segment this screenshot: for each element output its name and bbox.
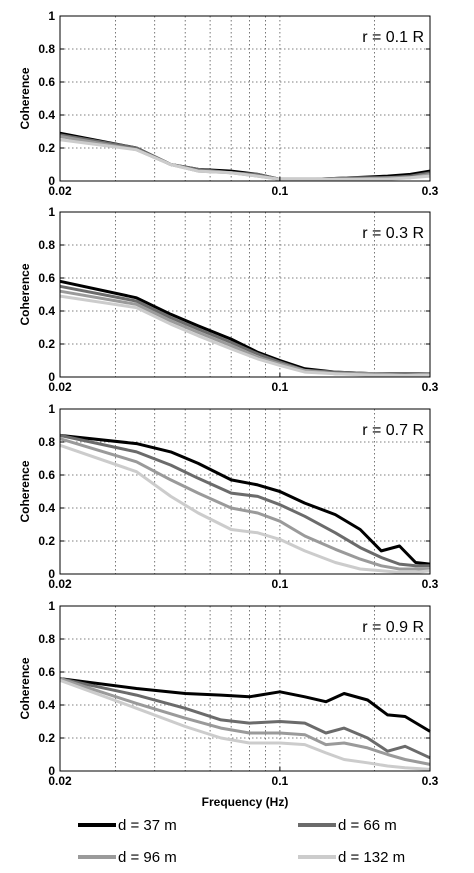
y-tick-label: 0.4 bbox=[38, 698, 55, 712]
y-axis-label: Coherence bbox=[18, 67, 32, 129]
panel-annotation: r = 0.9 R bbox=[362, 619, 424, 636]
series-line-4 bbox=[59, 678, 431, 771]
grid bbox=[60, 16, 430, 181]
series-line-3 bbox=[59, 677, 431, 766]
y-tick-label: 1 bbox=[48, 9, 55, 23]
y-tick-label: 0.8 bbox=[38, 238, 55, 252]
x-tick-label: 0.1 bbox=[272, 380, 289, 394]
series-line-2 bbox=[59, 433, 430, 568]
plot-frame bbox=[59, 15, 431, 182]
plot-frame bbox=[59, 408, 431, 575]
legend-label: d = 132 m bbox=[338, 849, 405, 866]
y-tick-label: 0.6 bbox=[38, 665, 55, 679]
y-tick-label: 0.8 bbox=[38, 435, 55, 449]
x-tick-label: 0.02 bbox=[48, 380, 72, 394]
y-tick-label: 0.6 bbox=[38, 75, 55, 89]
panel-annotation: r = 0.1 R bbox=[362, 29, 424, 46]
series-line-4 bbox=[59, 443, 431, 574]
x-tick-label: 0.3 bbox=[422, 184, 439, 198]
series-line-3 bbox=[59, 437, 430, 571]
x-tick-label: 0.02 bbox=[48, 577, 72, 591]
panel-annotation: r = 0.7 R bbox=[362, 422, 424, 439]
legend-item: d = 66 m bbox=[298, 817, 397, 834]
series-line-2 bbox=[59, 677, 431, 760]
panel-4: 0 0.2 0.4 0.6 0.8 1 0.02 0.1 0.3 Coherence r = 0.9… bbox=[18, 599, 439, 788]
y-axis-label: Coherence bbox=[18, 657, 32, 719]
x-axis-label: Frequency (Hz) bbox=[202, 795, 289, 809]
y-axis-label: Coherence bbox=[18, 263, 32, 325]
y-tick-label: 0.2 bbox=[38, 534, 55, 548]
x-tick-label: 0.1 bbox=[272, 577, 289, 591]
x-tick-label: 0.1 bbox=[272, 184, 289, 198]
y-tick-label: 0.4 bbox=[38, 501, 55, 515]
series-line-1 bbox=[59, 279, 430, 376]
grid bbox=[60, 409, 430, 574]
y-tick-label: 0 bbox=[48, 567, 55, 581]
panel-1: 0 0.2 0.4 0.6 0.8 1 0.02 0.1 0.3 Coherence r = 0.1… bbox=[18, 9, 439, 198]
legend-item: d = 37 m bbox=[78, 817, 177, 834]
y-tick-label: 0.4 bbox=[38, 108, 55, 122]
x-tick-label: 0.02 bbox=[48, 774, 72, 788]
y-tick-label: 0.8 bbox=[38, 42, 55, 56]
x-tick-label: 0.02 bbox=[48, 184, 72, 198]
legend-item: d = 96 m bbox=[78, 849, 177, 866]
series-line-1 bbox=[59, 433, 431, 566]
series-line-1 bbox=[59, 677, 431, 733]
y-axis-label: Coherence bbox=[18, 460, 32, 522]
y-tick-label: 0.4 bbox=[38, 304, 55, 318]
plot-frame bbox=[59, 605, 431, 772]
y-tick-label: 1 bbox=[48, 599, 55, 613]
y-tick-label: 0 bbox=[48, 370, 55, 384]
y-tick-label: 0 bbox=[48, 174, 55, 188]
y-tick-label: 0.6 bbox=[38, 468, 55, 482]
y-tick-label: 0.2 bbox=[38, 337, 55, 351]
x-tick-label: 0.3 bbox=[422, 577, 439, 591]
x-tick-label: 0.3 bbox=[422, 380, 439, 394]
panel-3: 0 0.2 0.4 0.6 0.8 1 0.02 0.1 0.3 Coherence r = 0.7… bbox=[18, 402, 439, 591]
y-tick-label: 0.6 bbox=[38, 271, 55, 285]
panel-2: 0 0.2 0.4 0.6 0.8 1 0.02 0.1 0.3 Coherence r = 0.3… bbox=[18, 205, 439, 394]
series-line-4 bbox=[59, 138, 431, 181]
legend-item: d = 132 m bbox=[298, 849, 405, 866]
panels: 0 0.2 0.4 0.6 0.8 1 0.02 0.1 0.3 Coherence r = 0.1… bbox=[18, 9, 439, 788]
x-tick-label: 0.1 bbox=[272, 774, 289, 788]
y-tick-label: 0 bbox=[48, 764, 55, 778]
x-tick-label: 0.3 bbox=[422, 774, 439, 788]
legend-label: d = 96 m bbox=[118, 849, 177, 866]
y-tick-label: 1 bbox=[48, 205, 55, 219]
plot-frame bbox=[59, 211, 431, 378]
legend-label: d = 66 m bbox=[338, 817, 397, 834]
y-tick-label: 0.2 bbox=[38, 731, 55, 745]
panel-annotation: r = 0.3 R bbox=[362, 225, 424, 242]
legend-label: d = 37 m bbox=[118, 817, 177, 834]
y-tick-label: 0.8 bbox=[38, 632, 55, 646]
y-tick-label: 1 bbox=[48, 402, 55, 416]
y-tick-label: 0.2 bbox=[38, 141, 55, 155]
series-line-4 bbox=[59, 294, 430, 377]
legend: d = 37 m d = 66 m d = 96 m d = 132 m bbox=[78, 817, 405, 866]
